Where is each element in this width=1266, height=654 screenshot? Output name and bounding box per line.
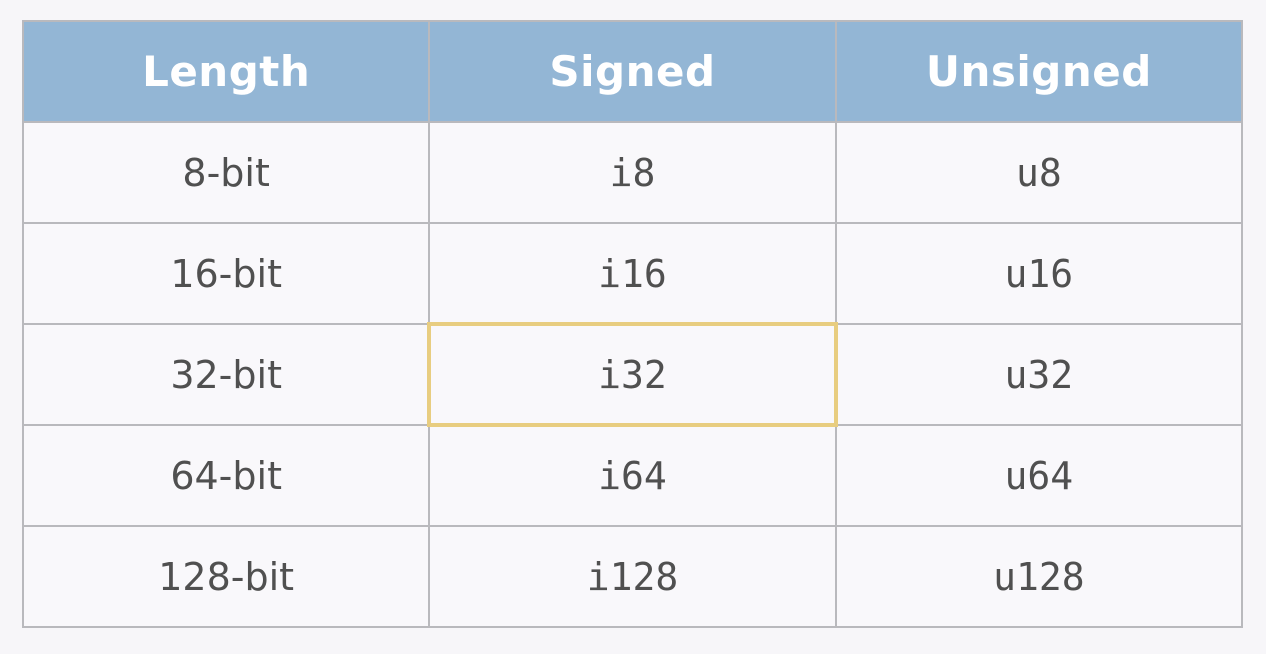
table-row: 64-bit i64 u64	[21, 424, 1244, 527]
signed-type-cell-highlighted: i32	[427, 322, 838, 427]
length-cell: 32-bit	[21, 323, 431, 426]
signed-type-cell: i128	[428, 525, 837, 628]
header-length: Length	[21, 20, 431, 123]
table-row: 32-bit i32 u32	[21, 322, 1244, 427]
length-cell: 8-bit	[21, 121, 431, 224]
length-cell: 128-bit	[21, 525, 431, 628]
integer-types-table-container: Length Signed Unsigned 8-bit i8 u8 16-bi…	[21, 20, 1244, 628]
header-signed: Signed	[428, 20, 837, 123]
unsigned-type-cell: u128	[834, 525, 1244, 628]
table-row: 8-bit i8 u8	[21, 121, 1244, 224]
table-body: 8-bit i8 u8 16-bit i16 u16 32-bit i32 u3…	[21, 121, 1244, 628]
signed-type-text: i32	[598, 352, 667, 397]
unsigned-type-cell: u16	[834, 222, 1244, 325]
header-row: Length Signed Unsigned	[21, 20, 1244, 123]
length-cell: 16-bit	[21, 222, 431, 325]
header-unsigned: Unsigned	[834, 20, 1244, 123]
table-row: 16-bit i16 u16	[21, 222, 1244, 325]
unsigned-type-cell: u64	[834, 424, 1244, 527]
integer-types-table: Length Signed Unsigned 8-bit i8 u8 16-bi…	[21, 20, 1244, 628]
signed-type-cell: i64	[428, 424, 837, 527]
unsigned-type-cell: u32	[834, 323, 1244, 426]
table-row: 128-bit i128 u128	[21, 525, 1244, 628]
unsigned-type-cell: u8	[834, 121, 1244, 224]
table-header: Length Signed Unsigned	[21, 20, 1244, 123]
signed-type-cell: i8	[428, 121, 837, 224]
signed-type-cell: i16	[428, 222, 837, 325]
length-cell: 64-bit	[21, 424, 431, 527]
